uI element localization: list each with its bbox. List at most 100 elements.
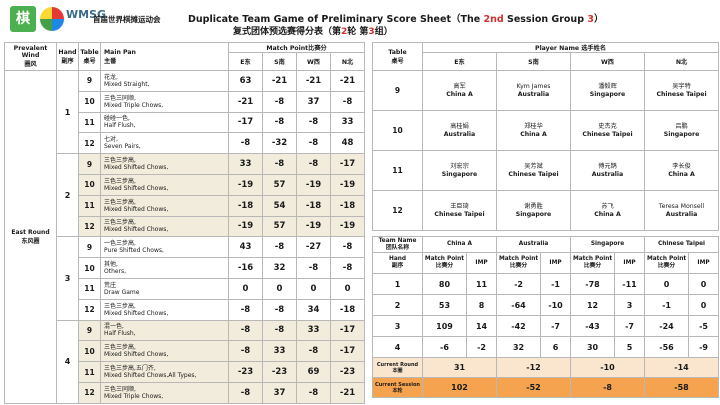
table-row: 11 三色三步高, Mixed Shifted Chows, -18 54 -18 -18 xyxy=(5,194,366,217)
header-summary-imp: IMP xyxy=(688,252,720,274)
main-pan-cn: 三色三步高,五门齐, xyxy=(104,365,156,373)
match-point-e: 33 xyxy=(228,153,263,175)
team-china-a: China A xyxy=(421,236,498,253)
table-number: 9 xyxy=(78,153,101,175)
summary-row: 1 80 11 -2 -1 -78 -11 0 0 xyxy=(372,273,720,295)
table-number: 12 xyxy=(78,215,101,238)
match-point-s: -8 xyxy=(262,319,297,342)
table-number: 12 xyxy=(78,381,101,404)
main-pan: 三色三步高,五门齐, Mixed Shifted Chows,All Types, xyxy=(100,361,229,383)
table-number: 10 xyxy=(78,340,101,363)
match-point-w: -27 xyxy=(296,236,331,259)
player-team: China A xyxy=(446,90,473,98)
main-pan-cn: 三色三同顺, xyxy=(104,94,136,102)
header-table: Table 桌号 xyxy=(78,42,101,71)
current-round-row: Current Round 本圈 31 -12 -10 -14 xyxy=(372,357,720,378)
player-team: Australia xyxy=(517,90,550,98)
main-pan: 混一色, Half Flush, xyxy=(100,319,229,342)
main-pan: 三色三同顺, Mixed Triple Chows, xyxy=(100,90,229,113)
current-round-total: -10 xyxy=(570,357,646,378)
header-west: W西 xyxy=(296,52,331,71)
current-session-row: Current Session 本轮 102 -52 -8 -58 xyxy=(372,377,720,398)
summary-imp: -5 xyxy=(688,315,720,337)
match-point-w: 69 xyxy=(296,361,331,383)
wmsg-emblem-icon xyxy=(40,7,64,31)
match-point-n: -18 xyxy=(329,298,366,321)
header-summary-match-point: Match Point 比赛分 xyxy=(496,252,542,274)
match-point-e: -21 xyxy=(228,90,263,113)
summary-match-point: -24 xyxy=(644,315,690,337)
main-pan-en: Mixed Shifted Chows, xyxy=(104,205,169,213)
player-team: Singapore xyxy=(589,90,626,98)
header-east: E东 xyxy=(228,52,263,71)
current-session-total: -58 xyxy=(644,377,720,398)
table-row: 10 三色三同顺, Mixed Triple Chows, -21 -8 37 -8 xyxy=(5,90,366,113)
current-session-label: Current Session 本轮 xyxy=(372,377,423,398)
summary-imp: 0 xyxy=(688,294,720,316)
player-cell: 李长俊 China A xyxy=(643,150,720,191)
player-name: 李长俊 xyxy=(672,162,691,170)
summary-match-point: -2 xyxy=(496,273,542,295)
player-cell: 高桂娟 Australia xyxy=(422,110,497,151)
table-row: 11 三色三步高,五门齐, Mixed Shifted Chows,All Type… xyxy=(5,361,366,383)
match-point-s: 57 xyxy=(262,215,297,238)
player-cell: 吴宇特 Chinese Taipei xyxy=(643,70,720,111)
player-team: Chinese Taipei xyxy=(582,130,633,138)
player-name: 王巨琦 xyxy=(450,202,469,210)
main-pan-cn: 其他, xyxy=(104,261,118,269)
match-point-w: -8 xyxy=(296,132,331,155)
match-point-e: -17 xyxy=(228,111,263,134)
main-pan-cn: 混一色, xyxy=(104,323,124,331)
main-pan-cn: 三色三步高, xyxy=(104,302,136,310)
main-pan-en: Mixed Triple Chows, xyxy=(104,101,164,109)
match-point-w: -19 xyxy=(296,173,331,196)
player-row: 9 高军 China A Kym James Australia 潘毅辉 Singapore… xyxy=(372,70,720,111)
summary-hand-number: 2 xyxy=(372,294,423,316)
match-point-e: -8 xyxy=(228,132,263,155)
main-pan: 其他, Others, xyxy=(100,257,229,279)
match-point-e: -8 xyxy=(228,381,263,404)
main-pan-en: Mixed Shifted Chows, xyxy=(104,184,169,192)
summary-imp: 14 xyxy=(465,315,498,337)
main-pan-en: Mixed Straight, xyxy=(104,80,150,88)
main-pan: 三色三同顺, Mixed Triple Chows, xyxy=(100,381,229,404)
player-team: Chinese Taipei xyxy=(656,90,707,98)
player-team: China A xyxy=(594,210,621,218)
player-table-number: 11 xyxy=(372,150,423,191)
table-number: 12 xyxy=(78,298,101,321)
match-point-e: -23 xyxy=(228,361,263,383)
main-pan: 一色三步高, Pure Shifted Chows, xyxy=(100,236,229,259)
header-prevalent-wind: Prevalent Wind 圈风 xyxy=(4,42,57,71)
main-pan-cn: 三色三步高, xyxy=(104,177,136,185)
match-point-w: -8 xyxy=(296,381,331,404)
player-name: 吴宇特 xyxy=(672,82,691,90)
main-pan-cn: 荒庄 xyxy=(104,281,117,289)
summary-imp: -1 xyxy=(540,273,572,295)
main-pan: 三色三步高, Mixed Shifted Chows, xyxy=(100,215,229,238)
main-pan-en: Draw Game xyxy=(104,288,140,296)
player-team: China A xyxy=(520,130,547,138)
summary-imp: 5 xyxy=(614,336,646,358)
match-point-e: -8 xyxy=(228,298,263,321)
summary-imp: 0 xyxy=(688,273,720,295)
player-team: Singapore xyxy=(515,210,552,218)
match-point-w: -8 xyxy=(296,111,331,134)
match-point-w: -21 xyxy=(296,70,331,92)
main-pan-en: Mixed Shifted Chows, xyxy=(104,164,169,172)
current-round-total: -12 xyxy=(496,357,572,378)
main-pan-en: Others, xyxy=(104,268,127,276)
summary-match-point: -64 xyxy=(496,294,542,316)
header-summary-match-point: Match Point 比赛分 xyxy=(570,252,616,274)
player-name: Kym James xyxy=(516,82,551,90)
match-point-e: -18 xyxy=(228,194,263,217)
hand-number: 1 xyxy=(56,69,79,155)
main-pan-cn: 一色三步高, xyxy=(104,240,136,248)
summary-match-point: -6 xyxy=(422,336,467,358)
player-cell: 潘毅辉 Singapore xyxy=(570,70,645,111)
player-name: 傅元鹊 xyxy=(598,162,617,170)
player-cell: 吴芳斌 Chinese Taipei xyxy=(496,150,571,191)
summary-imp: -9 xyxy=(688,336,720,358)
chess-logo: 棋 xyxy=(10,6,36,32)
hand-score-table: Prevalent Wind 圈风 Hand 副序 Table 桌号 Main … xyxy=(4,42,366,404)
